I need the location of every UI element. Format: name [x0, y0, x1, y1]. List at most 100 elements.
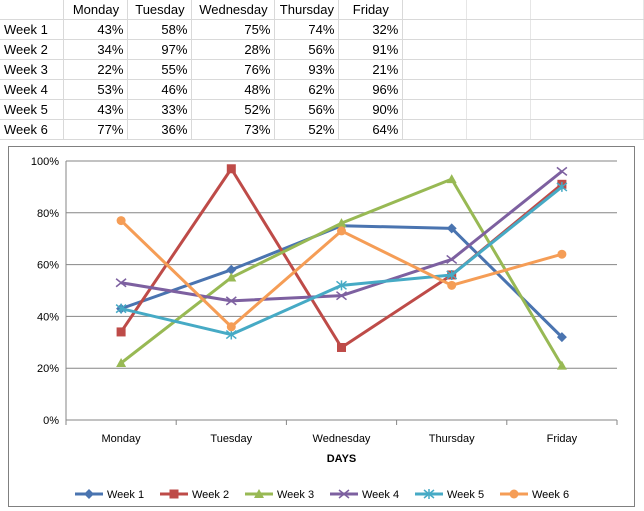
- table-row: Week 5 43% 33% 52% 56% 90%: [0, 99, 644, 120]
- series-line[interactable]: [119, 167, 563, 349]
- table-row: Week 2 34% 97% 28% 56% 91%: [0, 39, 644, 60]
- value-cell[interactable]: 76%: [191, 59, 276, 80]
- empty-cell[interactable]: [530, 19, 644, 40]
- row-label[interactable]: Week 5: [0, 99, 65, 120]
- table-row: Week 4 53% 46% 48% 62% 96%: [0, 79, 644, 100]
- empty-cell[interactable]: [466, 19, 532, 40]
- empty-cell[interactable]: [466, 119, 532, 140]
- empty-cell[interactable]: [402, 99, 468, 120]
- data-point: [446, 174, 457, 184]
- x-tick-label: Friday: [547, 433, 578, 445]
- row-label[interactable]: Week 6: [0, 119, 65, 140]
- x-axis-title: DAYS: [327, 453, 357, 465]
- spreadsheet-grid: Monday Tuesday Wednesday Thursday Friday Week…: [0, 0, 644, 143]
- empty-cell[interactable]: [530, 39, 644, 60]
- table-row: Week 6 77% 36% 73% 52% 64%: [0, 119, 644, 140]
- empty-cell[interactable]: [530, 0, 644, 20]
- empty-cell[interactable]: [466, 99, 532, 120]
- value-cell[interactable]: 56%: [274, 99, 340, 120]
- data-point: [556, 181, 568, 192]
- empty-cell[interactable]: [466, 59, 532, 80]
- legend-label[interactable]: Week 1: [107, 489, 144, 501]
- value-cell[interactable]: 36%: [127, 119, 193, 140]
- data-point: [225, 296, 237, 306]
- x-tick-label: Wednesday: [313, 433, 371, 445]
- x-tick-label: Thursday: [429, 433, 475, 445]
- value-cell[interactable]: 22%: [63, 59, 129, 80]
- value-cell[interactable]: 53%: [63, 79, 129, 100]
- legend-label[interactable]: Week 6: [532, 489, 569, 501]
- row-label[interactable]: Week 3: [0, 59, 65, 80]
- data-point: [116, 327, 126, 337]
- value-cell[interactable]: 74%: [274, 19, 340, 40]
- value-cell[interactable]: 90%: [338, 99, 404, 120]
- chart-area[interactable]: 0% 20% 40% 60% 80% 100% Monday Tuesday Wednesday…: [8, 146, 635, 507]
- value-cell[interactable]: 62%: [274, 79, 340, 100]
- empty-cell[interactable]: [530, 59, 644, 80]
- column-header[interactable]: Wednesday: [191, 0, 276, 20]
- empty-cell[interactable]: [466, 79, 532, 100]
- empty-cell[interactable]: [402, 59, 468, 80]
- value-cell[interactable]: 34%: [63, 39, 129, 60]
- row-label[interactable]: Week 1: [0, 19, 65, 40]
- empty-cell[interactable]: [402, 0, 468, 20]
- legend-label[interactable]: Week 3: [277, 489, 314, 501]
- value-cell[interactable]: 21%: [338, 59, 404, 80]
- data-point: [226, 264, 237, 275]
- value-cell[interactable]: 48%: [191, 79, 276, 100]
- y-tick-label: 40%: [37, 311, 59, 323]
- legend-label[interactable]: Week 5: [447, 489, 484, 501]
- data-point: [226, 322, 236, 332]
- empty-cell[interactable]: [466, 39, 532, 60]
- legend-marker: [254, 489, 264, 498]
- value-cell[interactable]: 52%: [191, 99, 276, 120]
- data-table: Monday Tuesday Wednesday Thursday Friday Week…: [0, 0, 644, 140]
- value-cell[interactable]: 46%: [127, 79, 193, 100]
- value-cell[interactable]: 77%: [63, 119, 129, 140]
- data-point: [556, 360, 567, 370]
- row-label[interactable]: Week 4: [0, 79, 65, 100]
- value-cell[interactable]: 33%: [127, 99, 193, 120]
- empty-cell[interactable]: [466, 0, 532, 20]
- empty-cell[interactable]: [530, 99, 644, 120]
- legend-marker: [509, 489, 519, 499]
- value-cell[interactable]: 96%: [338, 79, 404, 100]
- value-cell[interactable]: 55%: [127, 59, 193, 80]
- legend-marker: [338, 489, 350, 499]
- value-cell[interactable]: 93%: [274, 59, 340, 80]
- data-point: [446, 223, 457, 234]
- value-cell[interactable]: 58%: [127, 19, 193, 40]
- legend-label[interactable]: Week 4: [362, 489, 399, 501]
- empty-cell[interactable]: [402, 79, 468, 100]
- table-row: Week 1 43% 58% 75% 74% 32%: [0, 19, 644, 40]
- legend-label[interactable]: Week 2: [192, 489, 229, 501]
- value-cell[interactable]: 43%: [63, 99, 129, 120]
- empty-cell[interactable]: [402, 19, 468, 40]
- value-cell[interactable]: 97%: [127, 39, 193, 60]
- value-cell[interactable]: 64%: [338, 119, 404, 140]
- y-tick-label: 20%: [37, 363, 59, 375]
- row-label[interactable]: Week 2: [0, 39, 65, 60]
- legend-marker: [84, 489, 94, 499]
- value-cell[interactable]: 32%: [338, 19, 404, 40]
- value-cell[interactable]: 75%: [191, 19, 276, 40]
- value-cell[interactable]: 28%: [191, 39, 276, 60]
- table-row: Week 3 22% 55% 76% 93% 21%: [0, 59, 644, 80]
- legend-marker: [169, 489, 179, 499]
- corner-cell[interactable]: [0, 0, 65, 20]
- value-cell[interactable]: 73%: [191, 119, 276, 140]
- value-cell[interactable]: 43%: [63, 19, 129, 40]
- empty-cell[interactable]: [402, 119, 468, 140]
- value-cell[interactable]: 52%: [274, 119, 340, 140]
- data-point: [115, 278, 127, 288]
- empty-cell[interactable]: [402, 39, 468, 60]
- value-cell[interactable]: 56%: [274, 39, 340, 60]
- empty-cell[interactable]: [530, 119, 644, 140]
- column-header[interactable]: Monday: [63, 0, 129, 20]
- column-header[interactable]: Thursday: [274, 0, 340, 20]
- column-header[interactable]: Tuesday: [127, 0, 193, 20]
- y-tick-label: 60%: [37, 260, 59, 272]
- column-header[interactable]: Friday: [338, 0, 404, 20]
- empty-cell[interactable]: [530, 79, 644, 100]
- value-cell[interactable]: 91%: [338, 39, 404, 60]
